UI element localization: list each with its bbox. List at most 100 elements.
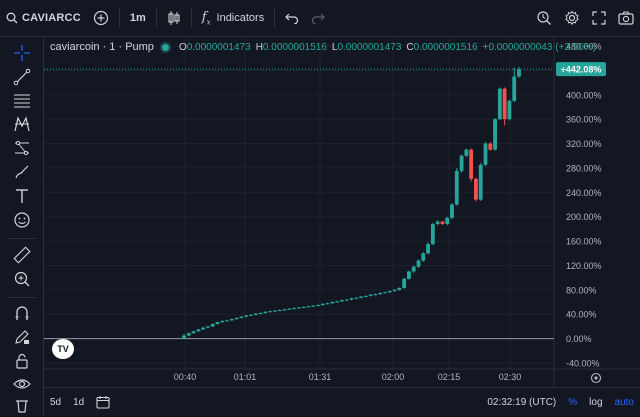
emoji-tool[interactable]: [8, 208, 36, 232]
legend-h-key: H: [255, 41, 263, 53]
crosshair-tool[interactable]: [8, 41, 36, 65]
candle: [210, 323, 215, 328]
candle: [474, 177, 478, 202]
trend-line-tool[interactable]: [8, 65, 36, 89]
brush-tool[interactable]: [8, 160, 36, 184]
candle-body: [239, 316, 244, 318]
range-5d-button[interactable]: 5d: [50, 396, 62, 408]
timezone-label[interactable]: 02:32:19 (UTC): [487, 396, 557, 408]
candle: [182, 333, 186, 339]
zoom-tool[interactable]: [8, 267, 36, 291]
tradingview-logo[interactable]: TV: [52, 339, 74, 359]
redo-button[interactable]: [305, 0, 331, 37]
ohlc-legend: caviarcoin · 1 · Pump O 0.0000001473 H 0…: [50, 40, 601, 54]
candle: [517, 66, 521, 78]
candle: [378, 292, 383, 295]
fx-icon: fx: [201, 9, 211, 27]
screenshot-button[interactable]: [612, 0, 640, 37]
candle: [435, 220, 440, 226]
interval-button[interactable]: 1m: [129, 12, 146, 24]
candle-body: [363, 295, 368, 297]
range-1d-button[interactable]: 1d: [73, 396, 85, 408]
candle-body: [253, 313, 258, 315]
candle: [335, 300, 340, 303]
indicators-button[interactable]: fx Indicators: [196, 0, 270, 37]
fib-tool[interactable]: [8, 88, 36, 112]
candle: [215, 321, 220, 325]
candle: [229, 318, 234, 321]
candle-body: [454, 170, 459, 205]
candle: [488, 142, 493, 151]
candle: [268, 310, 273, 313]
magnet-tool[interactable]: [8, 301, 36, 325]
y-tick-label: 40.00%: [566, 310, 597, 320]
magnet-icon: [15, 306, 29, 320]
candle-body: [397, 288, 402, 290]
indicators-label: Indicators: [216, 12, 265, 24]
candle-body: [340, 300, 344, 302]
candle: [287, 308, 292, 310]
percent-toggle[interactable]: %: [568, 396, 578, 408]
symbol-search[interactable]: CAVIARCC: [0, 0, 87, 37]
text-tool[interactable]: [8, 184, 36, 208]
candle: [292, 307, 296, 310]
delete-tool[interactable]: [8, 393, 36, 417]
chart-type-button[interactable]: [161, 0, 187, 37]
divider: [274, 8, 276, 28]
prediction-tool[interactable]: [8, 136, 36, 160]
candle-body: [258, 313, 263, 315]
candle: [325, 302, 330, 305]
candle: [450, 203, 454, 220]
candle-body: [383, 292, 387, 294]
candle-body: [201, 327, 206, 330]
legend-c-key: C: [406, 41, 414, 53]
settings-button[interactable]: [558, 0, 586, 37]
candle: [253, 313, 258, 316]
pattern-icon: [14, 116, 30, 132]
candle: [225, 319, 229, 322]
go-to-date-button[interactable]: [90, 395, 116, 409]
compare-button[interactable]: [87, 0, 115, 37]
ruler-tool[interactable]: [8, 243, 36, 267]
eye-icon: [13, 379, 31, 389]
undo-button[interactable]: [279, 0, 305, 37]
lock-tool[interactable]: [8, 349, 36, 373]
divider: [118, 8, 120, 28]
candle-body: [502, 88, 507, 120]
candle: [316, 304, 320, 307]
candle: [311, 305, 316, 307]
chart-background: [44, 37, 640, 387]
trend-line-icon: [13, 68, 31, 86]
candle-body: [210, 323, 215, 327]
y-tick-label: 160.00%: [566, 237, 602, 247]
quick-search-button[interactable]: [530, 0, 558, 37]
candle-body: [368, 294, 373, 296]
candle-body: [354, 297, 359, 299]
pencil-lock-icon: [15, 330, 29, 344]
symbol-label: CAVIARCC: [22, 12, 81, 24]
measure-lines-icon: [15, 140, 29, 156]
candle-body: [325, 303, 330, 305]
candle: [239, 316, 244, 319]
candle-body: [402, 278, 407, 289]
auto-toggle[interactable]: auto: [614, 396, 634, 408]
search-icon: [6, 12, 18, 24]
fullscreen-button[interactable]: [586, 0, 612, 37]
price-chart[interactable]: 480.00%440.00%400.00%360.00%320.00%280.0…: [44, 37, 640, 387]
pattern-tool[interactable]: [8, 112, 36, 136]
stay-drawing-tool[interactable]: [8, 325, 36, 349]
candle: [354, 297, 359, 299]
candle-body: [249, 314, 253, 316]
scale-settings-icon[interactable]: [590, 372, 602, 384]
candle: [191, 330, 196, 334]
candle: [407, 270, 411, 280]
y-tick-label: 480.00%: [566, 42, 602, 52]
candle: [426, 242, 430, 255]
log-toggle[interactable]: log: [589, 396, 603, 408]
candle-body: [493, 119, 497, 150]
candle-body: [273, 310, 277, 312]
candle: [344, 298, 349, 301]
current-price-badge: +442.08%: [556, 62, 606, 77]
gear-icon: [565, 10, 579, 26]
hide-tool[interactable]: [8, 372, 36, 396]
